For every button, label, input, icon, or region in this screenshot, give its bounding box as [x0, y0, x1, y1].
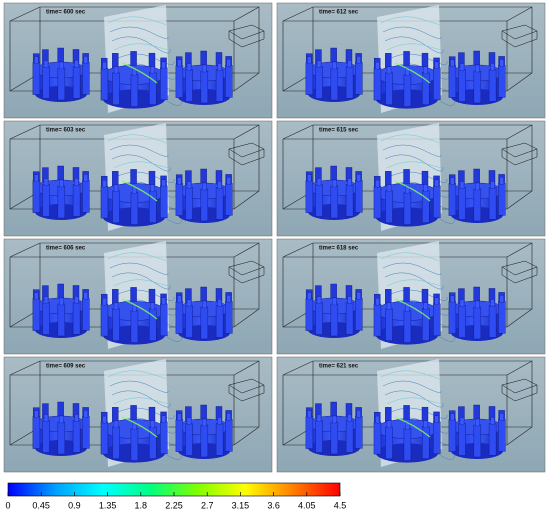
time-label: time= 621 sec	[319, 364, 359, 370]
colorbar-tick-label: 2.7	[201, 500, 214, 510]
panel: time= 600 sec	[3, 2, 273, 119]
panel: time= 612 sec	[276, 2, 546, 119]
time-label: time= 615 sec	[319, 128, 359, 134]
time-label: time= 612 sec	[319, 10, 359, 16]
time-label: time= 606 sec	[46, 246, 86, 252]
colorbar-tick-label: 0.45	[32, 500, 50, 510]
panel: time= 609 sec	[3, 356, 273, 473]
panel: time= 603 sec	[3, 120, 273, 237]
panel: time= 621 sec	[276, 356, 546, 473]
colorbar-tick-label: 2.25	[165, 500, 183, 510]
time-label: time= 609 sec	[46, 364, 86, 370]
colorbar-tick-label: 1.8	[135, 500, 148, 510]
colorbar-tick-label: 0.9	[68, 500, 81, 510]
colorbar-tick-label: 3.15	[232, 500, 250, 510]
colorbar-tick-label: 0	[5, 500, 10, 510]
colorbar-tick-label: 1.35	[99, 500, 117, 510]
panel: time= 615 sec	[276, 120, 546, 237]
time-label: time= 618 sec	[319, 246, 359, 252]
time-label: time= 600 sec	[46, 10, 86, 16]
panel: time= 618 sec	[276, 238, 546, 355]
panel: time= 606 sec	[3, 238, 273, 355]
colorbar-tick-label: 3.6	[267, 500, 280, 510]
time-label: time= 603 sec	[46, 128, 86, 134]
colorbar-tick-label: 4.05	[298, 500, 316, 510]
colorbar-tick-label: 4.5	[334, 500, 347, 510]
